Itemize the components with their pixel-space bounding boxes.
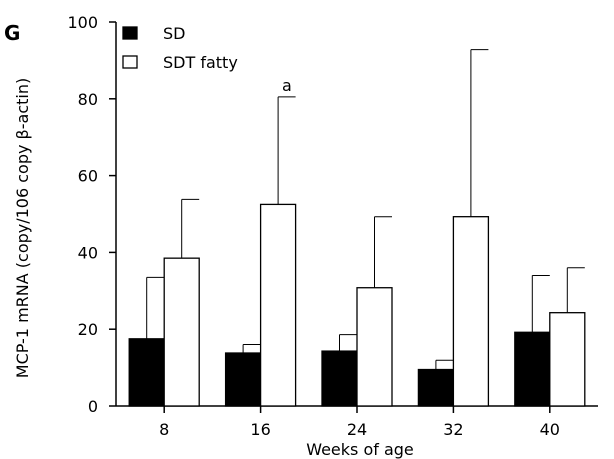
y-axis-title: MCP-1 mRNA (copy/106 copy β-actin) — [13, 78, 32, 378]
plot-area: 0 20 40 60 80 100 8 16 24 32 40 a — [67, 13, 598, 439]
x-ticks: 8 16 24 32 40 — [159, 406, 560, 439]
x-tick-label: 8 — [159, 420, 169, 439]
bars — [128, 49, 586, 407]
bar — [514, 331, 551, 407]
y-tick-label: 0 — [88, 397, 98, 416]
bar — [128, 338, 165, 407]
bar — [321, 350, 358, 407]
bar — [163, 257, 200, 407]
x-tick-label: 24 — [347, 420, 367, 439]
y-tick-label: 80 — [78, 90, 98, 109]
legend-label: SDT fatty — [163, 53, 238, 72]
panel-label: G — [4, 21, 20, 45]
bar — [356, 287, 393, 407]
legend-swatch — [122, 26, 138, 40]
legend: SD SDT fatty — [122, 24, 238, 72]
annotations: a — [282, 76, 292, 95]
y-tick-label: 40 — [78, 243, 98, 262]
x-tick-label: 32 — [443, 420, 463, 439]
x-tick-label: 16 — [250, 420, 270, 439]
y-tick-label: 100 — [67, 13, 98, 32]
bar — [549, 312, 586, 407]
bar — [417, 368, 455, 407]
y-tick-label: 60 — [78, 167, 98, 186]
legend-label: SD — [163, 24, 185, 43]
x-axis-title: Weeks of age — [306, 440, 414, 459]
bar — [224, 352, 262, 407]
x-tick-label: 40 — [540, 420, 560, 439]
legend-swatch — [122, 55, 138, 69]
y-tick-label: 20 — [78, 320, 98, 339]
bar — [259, 203, 297, 407]
bar — [452, 216, 490, 407]
significance-label: a — [282, 76, 292, 95]
y-ticks: 0 20 40 60 80 100 — [67, 13, 116, 416]
